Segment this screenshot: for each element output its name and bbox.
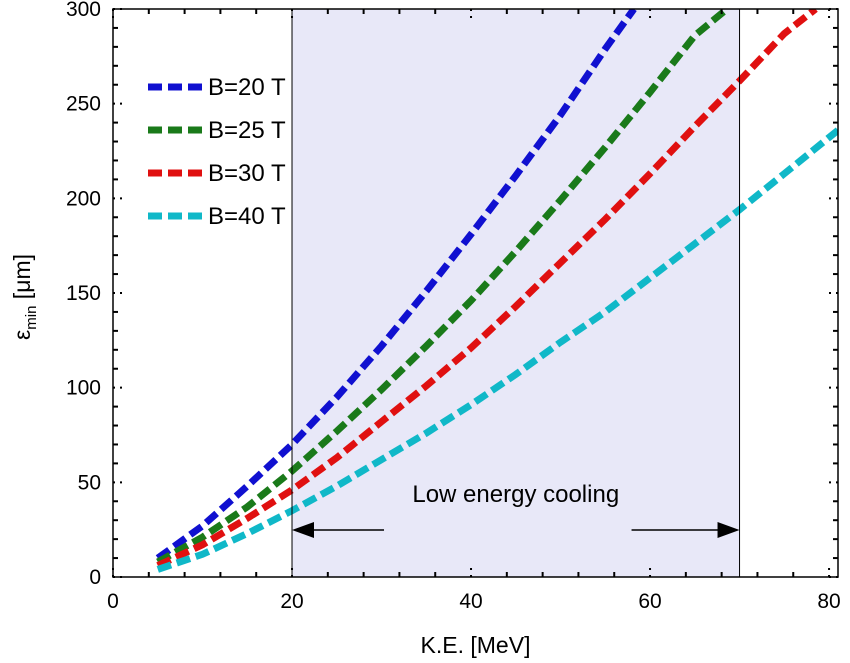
legend-label-1: B=20 T (208, 74, 286, 101)
y-tick-label: 200 (66, 187, 101, 210)
x-tick-label: 80 (817, 590, 840, 613)
y-tick-label: 150 (66, 282, 101, 305)
series-line-4 (156, 127, 838, 573)
x-tick-label: 20 (280, 590, 303, 613)
x-tick-label: 40 (459, 590, 482, 613)
y-tick-label: 50 (78, 471, 101, 494)
annotation-left-arrowhead (292, 522, 315, 538)
y-tick-label: 300 (66, 0, 101, 21)
series-line-2 (156, 9, 730, 565)
legend-label-4: B=40 T (208, 203, 286, 230)
ticks-group (112, 8, 838, 578)
y-axis-title: εmin [μm] (9, 254, 40, 340)
series-group (155, 9, 838, 573)
series-line-1 (155, 9, 637, 561)
y-axis-title-sub: min (23, 306, 40, 330)
legend-label-3: B=30 T (208, 160, 286, 187)
annotation-right-arrowhead (717, 522, 740, 538)
y-tick-label: 0 (89, 566, 101, 589)
x-tick-label: 60 (638, 590, 661, 613)
x-tick-label: 0 (107, 590, 119, 613)
tick-labels-group: 0 20 40 60 80 0 50 100 150 200 250 300 (66, 0, 841, 613)
legend-label-2: B=25 T (208, 117, 286, 144)
annotation-text: Low energy cooling (412, 481, 619, 508)
annotation: Low energy cooling (292, 481, 740, 538)
y-axis-title-unit: [μm] (9, 254, 35, 306)
shaded-region (292, 9, 740, 577)
x-axis-title: K.E. [MeV] (421, 632, 531, 658)
y-axis-title-main: ε (9, 330, 35, 340)
y-tick-label: 250 (66, 93, 101, 116)
y-tick-label: 100 (66, 377, 101, 400)
series-line-3 (156, 9, 818, 569)
legend: B=20 T B=25 T B=30 T B=40 T (148, 74, 286, 230)
